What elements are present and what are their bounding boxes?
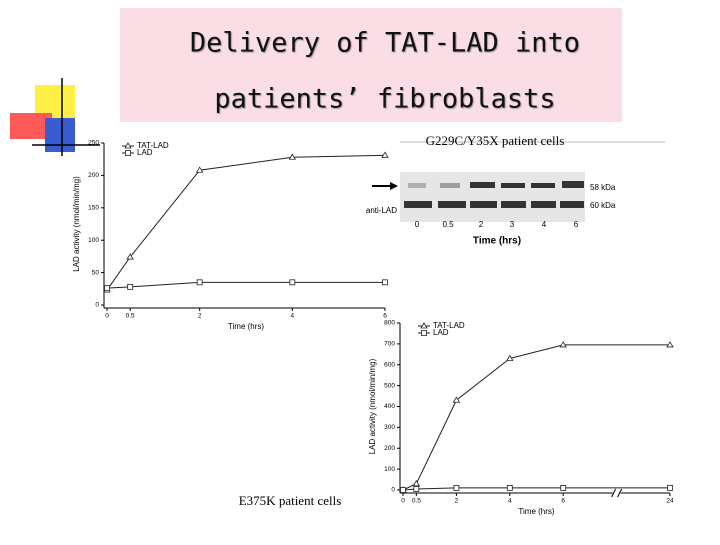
y-tick-label: 200 — [384, 445, 395, 452]
marker — [125, 150, 131, 156]
y-tick-label: 600 — [384, 361, 395, 368]
x-axis-label: Time (hrs) — [518, 507, 554, 516]
deco-blue — [45, 118, 75, 152]
x-tick-label: 0.5 — [412, 498, 421, 505]
lane-label: 2 — [479, 220, 484, 229]
axis-break — [611, 488, 617, 498]
arrow-head — [390, 182, 398, 190]
marker — [196, 279, 203, 286]
blot-bands — [404, 181, 584, 208]
y-tick-label: 100 — [384, 466, 395, 473]
series-line — [402, 487, 670, 491]
x-tick-label: 4 — [508, 498, 512, 505]
marker — [288, 153, 297, 160]
lane-label: 0 — [415, 220, 420, 229]
x-tick-label: 4 — [291, 313, 295, 320]
marker — [381, 151, 389, 158]
marker — [104, 285, 110, 292]
band-label: 60 kDa — [590, 201, 616, 210]
lane-label: 0.5 — [442, 220, 454, 229]
lane-label: 3 — [510, 220, 515, 229]
marker — [289, 279, 296, 286]
y-tick-label: 100 — [88, 237, 99, 244]
x-tick-label: 2 — [198, 313, 202, 320]
title-box — [120, 8, 622, 122]
chart-caption: E375K patient cells — [239, 493, 342, 508]
axis-break — [617, 488, 623, 498]
series-line — [106, 281, 385, 289]
marker — [559, 341, 567, 348]
x-tick-label: 0 — [105, 313, 109, 320]
x-tick-label: 2 — [455, 498, 459, 505]
x-tick-label: 0.5 — [126, 313, 135, 320]
marker — [421, 330, 427, 336]
y-tick-label: 200 — [88, 172, 99, 179]
series-line — [106, 154, 386, 291]
marker — [560, 485, 567, 491]
y-axis-label: LAD activity (nmol/min/mg) — [72, 176, 81, 272]
x-tick-label: 6 — [561, 498, 565, 505]
band-label: 58 kDa — [590, 183, 616, 192]
lane-label: 6 — [574, 220, 579, 229]
axis-break — [612, 490, 621, 496]
marker — [412, 479, 421, 487]
series-line — [402, 344, 670, 491]
x-axis-label: Time (hrs) — [228, 322, 264, 331]
legend-label: TAT-LAD — [137, 141, 169, 150]
marker — [127, 283, 134, 290]
y-axis-label: LAD activity (nmol/min/mg) — [368, 358, 377, 454]
slide-title: patients’ fibroblasts — [214, 84, 555, 115]
y-tick-label: 400 — [384, 403, 395, 410]
marker — [195, 166, 204, 173]
legend-label: TAT-LAD — [433, 321, 465, 330]
antibody-label: anti-LAD — [366, 206, 397, 215]
marker — [506, 354, 514, 361]
y-tick-label: 0 — [95, 302, 99, 309]
y-tick-label: 800 — [384, 320, 395, 327]
x-tick-label: 6 — [383, 313, 387, 320]
x-tick-label: 0 — [401, 498, 405, 505]
y-tick-label: 150 — [88, 205, 99, 212]
marker — [666, 341, 674, 348]
blot-caption: G229C/Y35X patient cells — [426, 133, 565, 148]
y-tick-label: 500 — [384, 382, 395, 389]
x-tick-label: 24 — [666, 498, 674, 505]
marker — [382, 279, 388, 286]
marker — [452, 396, 461, 403]
marker — [506, 485, 513, 491]
marker — [400, 487, 406, 493]
legend-label: LAD — [433, 328, 449, 337]
blot-x-label: Time (hrs) — [473, 236, 521, 247]
marker — [453, 485, 460, 491]
marker — [413, 486, 420, 492]
marker — [124, 142, 132, 149]
legend-label: LAD — [137, 148, 153, 157]
y-tick-label: 250 — [88, 140, 99, 147]
y-tick-label: 0 — [391, 487, 395, 494]
slide-title: Delivery of TAT-LAD into — [190, 28, 580, 59]
marker — [126, 253, 134, 260]
marker — [420, 322, 428, 329]
lane-label: 4 — [542, 220, 547, 229]
y-tick-label: 700 — [384, 341, 395, 348]
y-tick-label: 300 — [384, 424, 395, 431]
marker — [667, 485, 673, 491]
y-tick-label: 50 — [92, 269, 100, 276]
blot-image — [400, 172, 585, 222]
